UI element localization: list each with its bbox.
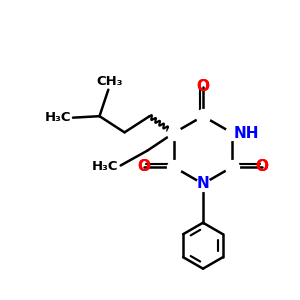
Text: O: O [196,79,209,94]
Text: N: N [196,176,209,191]
Text: CH₃: CH₃ [97,75,123,88]
Text: H₃C: H₃C [45,111,71,124]
Text: O: O [196,79,209,94]
Text: O: O [255,159,268,174]
Text: H₃C: H₃C [92,160,118,173]
Text: O: O [138,159,151,174]
Text: O: O [255,159,268,174]
Text: NH: NH [234,126,259,141]
Text: O: O [138,159,151,174]
